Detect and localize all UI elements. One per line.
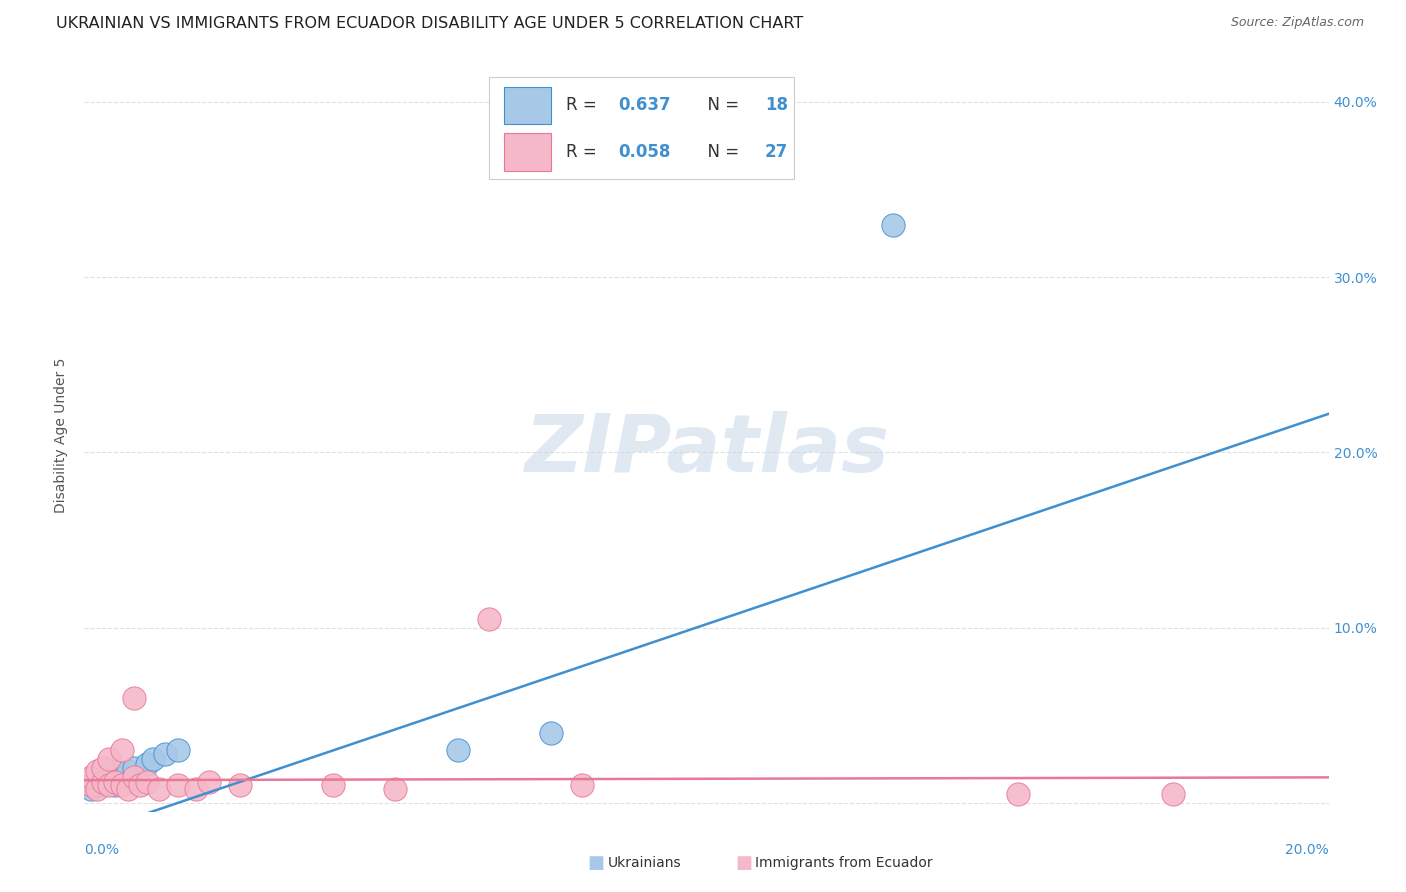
Point	[229, 779, 252, 793]
Text: Ukrainians: Ukrainians	[607, 856, 681, 871]
Point	[322, 779, 344, 793]
Point	[111, 779, 134, 793]
FancyBboxPatch shape	[503, 134, 551, 171]
Text: Source: ZipAtlas.com: Source: ZipAtlas.com	[1230, 16, 1364, 29]
Point	[104, 779, 127, 793]
Point	[148, 781, 170, 796]
Text: 18: 18	[765, 96, 787, 114]
Point	[91, 775, 114, 789]
Point	[166, 743, 188, 757]
Point	[86, 781, 108, 796]
Text: 0.0%: 0.0%	[84, 843, 120, 857]
Text: R =: R =	[565, 96, 602, 114]
Point	[186, 781, 208, 796]
Point	[571, 779, 593, 793]
Point	[122, 761, 145, 775]
Text: UKRAINIAN VS IMMIGRANTS FROM ECUADOR DISABILITY AGE UNDER 5 CORRELATION CHART: UKRAINIAN VS IMMIGRANTS FROM ECUADOR DIS…	[56, 16, 803, 31]
Point	[98, 779, 121, 793]
Point	[198, 775, 221, 789]
Point	[91, 779, 114, 793]
Point	[117, 764, 139, 779]
Point	[155, 747, 177, 761]
Point	[135, 775, 157, 789]
Point	[384, 781, 406, 796]
Point	[104, 775, 127, 789]
Point	[79, 781, 101, 796]
Point	[540, 726, 562, 740]
Point	[98, 775, 121, 789]
Text: ■: ■	[588, 855, 605, 872]
Point	[98, 764, 121, 779]
Text: R =: R =	[565, 144, 602, 161]
FancyBboxPatch shape	[503, 87, 551, 124]
Point	[882, 218, 904, 232]
Point	[91, 761, 114, 775]
Point	[79, 770, 101, 784]
Point	[478, 612, 501, 626]
Point	[86, 764, 108, 779]
Point	[135, 757, 157, 772]
Point	[166, 779, 188, 793]
Text: 0.058: 0.058	[619, 144, 671, 161]
Point	[1161, 787, 1184, 801]
Point	[111, 743, 134, 757]
Point	[142, 752, 165, 766]
Point	[122, 690, 145, 705]
Point	[91, 770, 114, 784]
Text: ZIPatlas: ZIPatlas	[524, 411, 889, 489]
Point	[117, 781, 139, 796]
Point	[122, 770, 145, 784]
Text: 20.0%: 20.0%	[1285, 843, 1329, 857]
Point	[447, 743, 470, 757]
Text: ■: ■	[735, 855, 752, 872]
Point	[86, 779, 108, 793]
Point	[86, 775, 108, 789]
FancyBboxPatch shape	[489, 77, 793, 178]
Text: N =: N =	[696, 144, 744, 161]
Text: N =: N =	[696, 96, 744, 114]
Text: 27: 27	[765, 144, 789, 161]
Point	[129, 779, 152, 793]
Point	[111, 770, 134, 784]
Point	[98, 752, 121, 766]
Y-axis label: Disability Age Under 5: Disability Age Under 5	[55, 357, 69, 513]
Text: Immigrants from Ecuador: Immigrants from Ecuador	[755, 856, 932, 871]
Point	[1007, 787, 1029, 801]
Text: 0.637: 0.637	[619, 96, 671, 114]
Point	[79, 779, 101, 793]
